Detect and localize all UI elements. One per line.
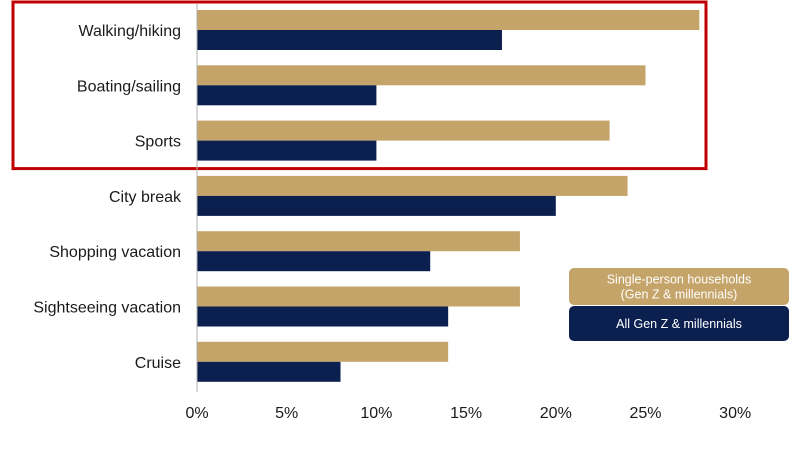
category-label: Boating/sailing xyxy=(77,78,181,95)
bar-city-break-all-gen-z-millennials xyxy=(197,195,556,216)
bar-boating-sailing-single-person xyxy=(197,65,646,86)
category-label: Shopping vacation xyxy=(49,244,181,261)
bar-cruise-single-person xyxy=(197,341,449,362)
legend-label: (Gen Z & millennials) xyxy=(621,288,738,302)
category-label: Walking/hiking xyxy=(78,23,181,40)
x-tick-label: 20% xyxy=(540,405,572,422)
x-tick-label: 10% xyxy=(360,405,392,422)
category-label: Sightseeing vacation xyxy=(33,300,181,317)
legend-label: All Gen Z & millennials xyxy=(616,317,742,331)
category-label: Cruise xyxy=(135,355,181,372)
legend-label: Single-person households xyxy=(607,273,752,287)
bar-sightseeing-vacation-single-person xyxy=(197,286,520,307)
x-tick-label: 15% xyxy=(450,405,482,422)
x-tick-label: 5% xyxy=(275,405,298,422)
bar-walking-hiking-single-person xyxy=(197,10,700,30)
category-label: City break xyxy=(109,189,182,206)
bar-walking-hiking-all-gen-z-millennials xyxy=(197,30,502,50)
bar-sports-single-person xyxy=(197,120,610,141)
x-tick-label: 0% xyxy=(185,405,208,422)
x-tick-label: 30% xyxy=(719,405,751,422)
category-label: Sports xyxy=(135,134,181,151)
bar-shopping-vacation-single-person xyxy=(197,231,520,252)
bar-sightseeing-vacation-all-gen-z-millennials xyxy=(197,306,449,327)
bar-boating-sailing-all-gen-z-millennials xyxy=(197,85,377,106)
legend-all-gen-z-millennials xyxy=(569,306,789,341)
x-tick-label: 25% xyxy=(629,405,661,422)
bar-sports-all-gen-z-millennials xyxy=(197,140,377,161)
legend-single-person-households xyxy=(569,268,789,305)
bar-cruise-all-gen-z-millennials xyxy=(197,361,341,382)
highlight-box xyxy=(11,0,708,171)
bar-shopping-vacation-all-gen-z-millennials xyxy=(197,251,431,272)
bar-city-break-single-person xyxy=(197,175,628,196)
